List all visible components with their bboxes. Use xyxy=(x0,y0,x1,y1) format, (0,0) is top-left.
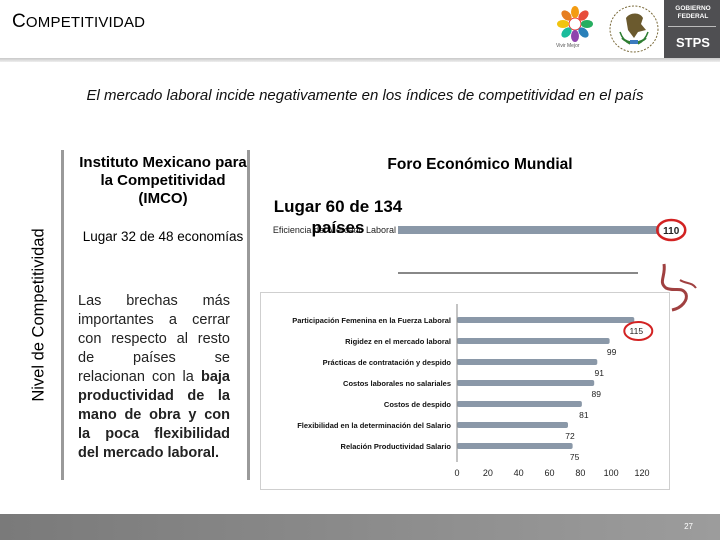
chart-bar xyxy=(457,338,610,344)
wef-title: Foro Económico Mundial xyxy=(387,156,573,173)
imco-title: Instituto Mexicano para la Competitivida… xyxy=(79,154,247,207)
chart-highlight-circle xyxy=(623,321,654,341)
chart-category-label: Costos laborales no salariales xyxy=(343,379,451,388)
chart-value-label: 115 xyxy=(630,326,644,336)
chart-bar xyxy=(457,443,573,449)
government-label-line2: FEDERAL xyxy=(677,13,709,20)
vertical-axis-label: Nivel de Competitividad xyxy=(26,150,52,480)
government-label-line1: GOBIERNO xyxy=(675,5,711,12)
gap-description: Las brechas más importantes a cerrar con… xyxy=(78,292,230,463)
vertical-axis-label-text: Nivel de Competitividad xyxy=(29,228,48,402)
chart-x-tick-label: 100 xyxy=(604,468,619,478)
logo-caption: Vivir Mejor xyxy=(556,43,580,49)
slide-header xyxy=(0,0,720,62)
slide-title-rest: OMPETITIVIDAD xyxy=(25,14,146,31)
chart-x-tick-label: 40 xyxy=(514,468,524,478)
decorative-swirl-icon xyxy=(660,263,697,312)
gap-description-text: Las brechas más importantes a cerrar con… xyxy=(78,293,230,385)
chart-bar xyxy=(457,359,598,365)
labor-efficiency-chart: Eficiencia del Mercado Laboral 110 xyxy=(273,218,687,274)
chart-category-label: Prácticas de contratación y despido xyxy=(323,358,452,367)
vivir-mejor-logo xyxy=(557,6,593,42)
agency-label: STPS xyxy=(676,35,710,50)
slide-title-initial: C xyxy=(12,11,26,32)
government-label: GOBIERNO FEDERAL xyxy=(668,5,718,21)
mini-chart-highlight-circle xyxy=(656,218,687,242)
wef-ranking: Lugar 60 de 134 países xyxy=(273,197,403,237)
left-column-divider xyxy=(61,150,64,480)
labor-factors-chart: Participación Femenina en la Fuerza Labo… xyxy=(292,304,654,478)
chart-value-label: 75 xyxy=(570,452,580,462)
slide-subtitle: El mercado laboral incide negativamente … xyxy=(86,87,644,104)
chart-x-tick-label: 80 xyxy=(575,468,585,478)
chart-category-label: Costos de despido xyxy=(384,400,452,409)
chart-bar xyxy=(457,422,568,428)
chart-bar xyxy=(457,401,582,407)
labor-factors-chart-frame xyxy=(260,292,670,490)
chart-category-label: Rigidez en el mercado laboral xyxy=(345,337,451,346)
chart-x-tick-label: 20 xyxy=(483,468,493,478)
chart-bar xyxy=(457,380,595,386)
government-panel xyxy=(664,0,720,58)
chart-bar xyxy=(457,317,635,323)
chart-value-label: 91 xyxy=(595,368,605,378)
chart-value-label: 89 xyxy=(591,389,601,399)
mexico-coat-of-arms xyxy=(609,5,659,53)
chart-value-label: 99 xyxy=(607,347,617,357)
chart-x-tick-label: 120 xyxy=(634,468,649,478)
chart-category-label: Participación Femenina en la Fuerza Labo… xyxy=(292,316,451,325)
slide-footer xyxy=(0,514,720,540)
chart-x-tick-label: 0 xyxy=(454,468,459,478)
imco-ranking: Lugar 32 de 48 economías xyxy=(82,229,244,244)
chart-category-label: Relación Productividad Salario xyxy=(341,442,452,451)
middle-column-divider xyxy=(247,150,250,480)
chart-value-label: 72 xyxy=(565,431,575,441)
page-number: 27 xyxy=(684,522,693,531)
chart-category-label: Flexibilidad en la determinación del Sal… xyxy=(297,421,451,430)
mini-chart-category-label: Eficiencia del Mercado Laboral xyxy=(273,225,396,235)
gap-description-highlight: baja productividad de la mano de obra y … xyxy=(78,369,230,461)
government-divider xyxy=(668,26,716,27)
chart-x-tick-label: 60 xyxy=(544,468,554,478)
header-divider xyxy=(0,58,720,62)
mini-chart-value-label: 110 xyxy=(663,226,680,237)
mini-chart-bar xyxy=(398,226,660,234)
chart-value-label: 81 xyxy=(579,410,589,420)
slide-title: COMPETITIVIDAD xyxy=(12,11,145,33)
